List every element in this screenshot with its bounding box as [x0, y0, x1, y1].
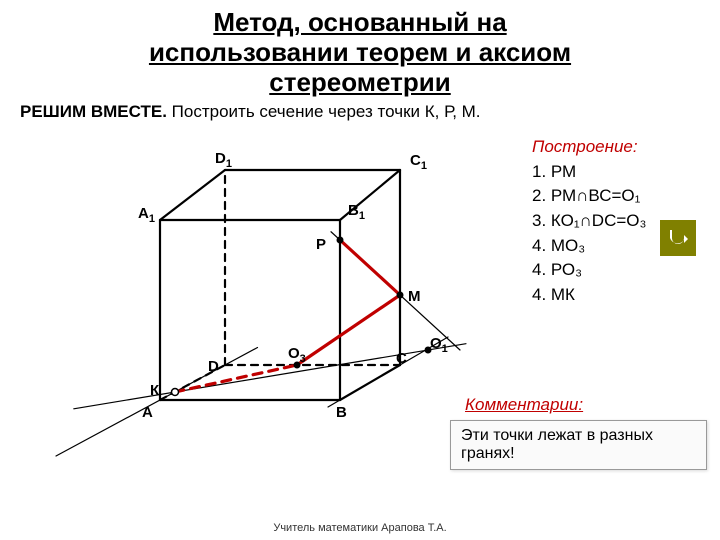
label-A: А: [142, 404, 153, 421]
construction-title: Построение:: [532, 135, 702, 160]
step-6: 4. МК: [532, 283, 702, 308]
label-A1: А1: [138, 205, 155, 225]
label-D: D: [208, 358, 219, 375]
label-B1: В1: [348, 202, 365, 222]
label-C1: С1: [410, 152, 427, 172]
back-icon[interactable]: [660, 220, 696, 256]
subtitle-bold: РЕШИМ ВМЕСТЕ.: [20, 102, 167, 121]
footer-credit: Учитель математики Арапова Т.А.: [0, 522, 720, 534]
comments-box: Эти точки лежат в разных гранях!: [450, 420, 707, 470]
step-5: 4. РО₃: [532, 258, 702, 283]
cube-diagram: D1 С1 А1 В1 А В С D К Р М О1 О3: [30, 140, 460, 460]
title-line2: использовании теорем и аксиом: [149, 37, 571, 67]
label-K: К: [150, 382, 159, 399]
label-B: В: [336, 404, 347, 421]
title-line1: Метод, основанный на: [213, 7, 506, 37]
page-title: Метод, основанный на использовании теоре…: [0, 0, 720, 98]
subtitle: РЕШИМ ВМЕСТЕ. Построить сечение через то…: [0, 98, 720, 122]
label-D1: D1: [215, 150, 232, 170]
label-C: С: [396, 350, 407, 367]
comments-label: Комментарии:: [465, 395, 583, 415]
step-1: 1. РМ: [532, 160, 702, 185]
subtitle-rest: Построить сечение через точки К, Р, М.: [167, 102, 481, 121]
label-O1: О1: [430, 335, 448, 355]
label-O3: О3: [288, 345, 306, 365]
title-line3: стереометрии: [269, 67, 450, 97]
label-M: М: [408, 288, 421, 305]
step-2: 2. РМ∩ВС=О₁: [532, 184, 702, 209]
comments-text: Эти точки лежат в разных гранях!: [461, 427, 653, 462]
label-P: Р: [316, 236, 326, 253]
